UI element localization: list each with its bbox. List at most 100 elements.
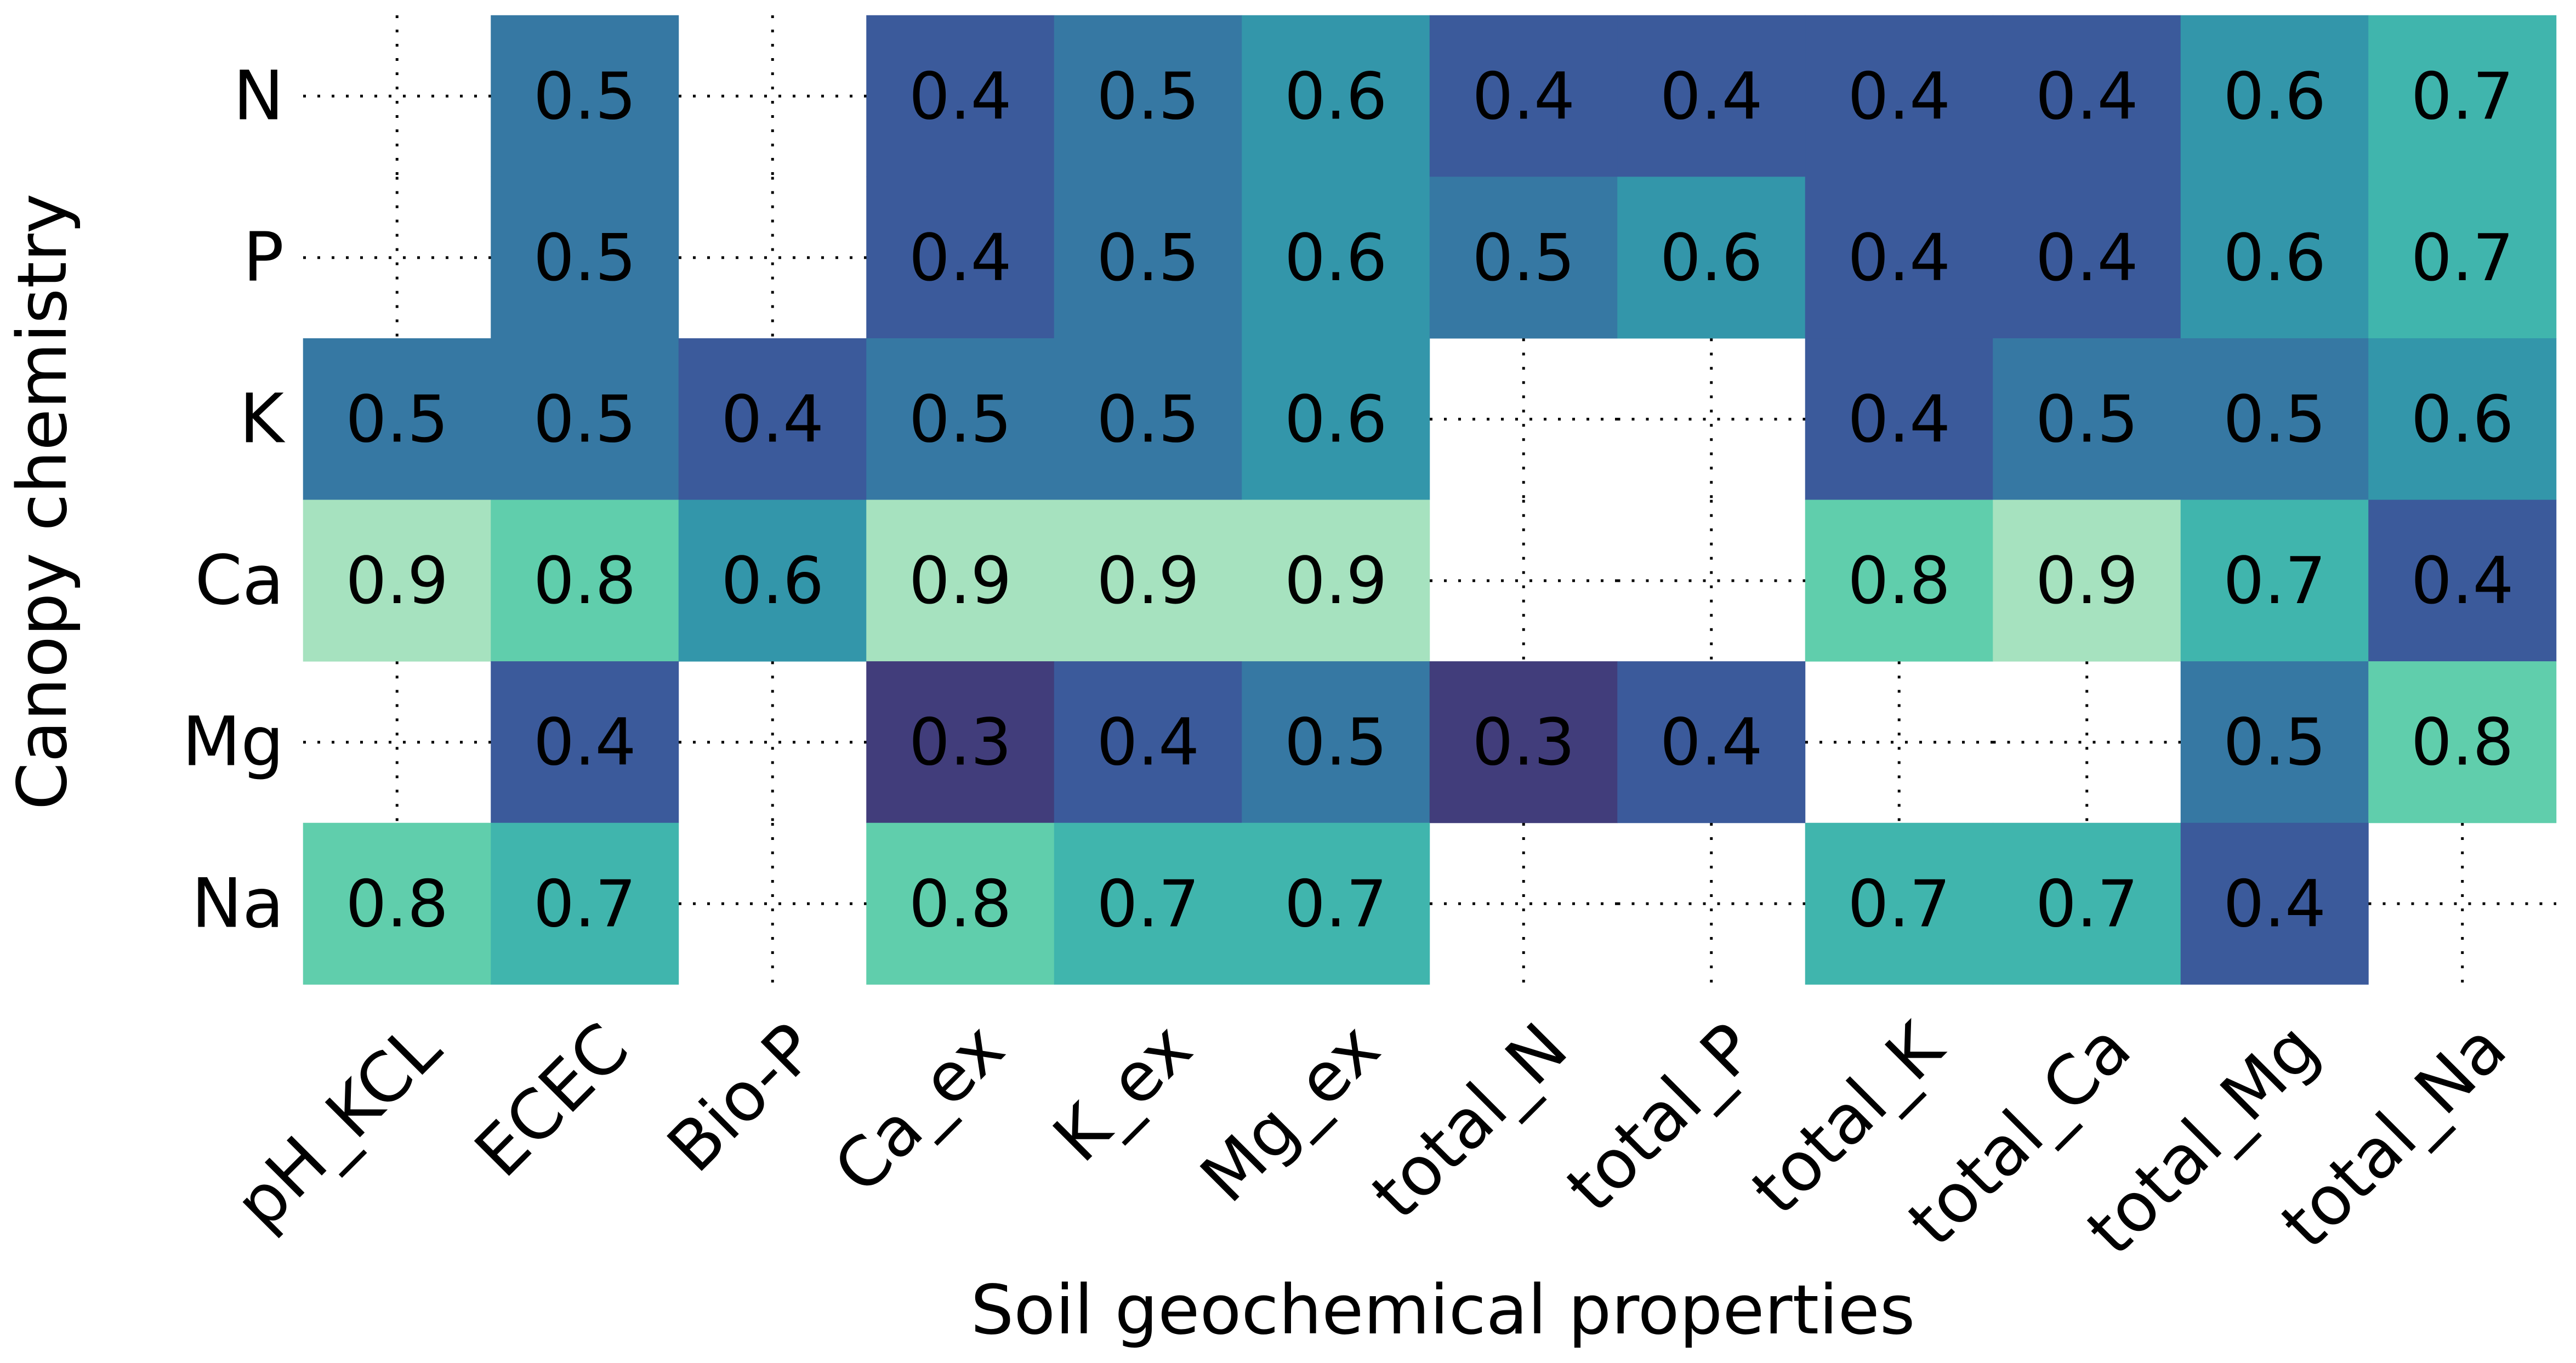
y-tick-label: Mg [182, 703, 284, 782]
y-tick-label: N [233, 56, 284, 135]
x-tick-label: Bio-P [653, 1008, 832, 1187]
heatmap-cell [678, 338, 867, 501]
heatmap-cell [491, 15, 679, 177]
heatmap-cell [2180, 661, 2369, 824]
heatmap-cell [1993, 499, 2181, 662]
cell-value-label: 0.7 [2411, 220, 2514, 296]
x-tick-labels: pH_KCL ECEC Bio-PCa_ex K_exMg_extotal_Ntota… [220, 1008, 2522, 1270]
cell-value-label: 0.5 [533, 382, 636, 457]
heatmap-cell [491, 177, 679, 339]
cell-value-label: 0.3 [1472, 705, 1575, 780]
cell-value-label: 0.8 [2411, 705, 2514, 780]
cell-value-label: 0.9 [2035, 543, 2139, 618]
cell-value-label: 0.9 [1096, 543, 1199, 618]
heatmap-cell [303, 822, 491, 985]
y-tick-labels: N P K Ca Mg Na [182, 56, 285, 943]
cell-value-label: 0.7 [2223, 543, 2326, 618]
cell-value-label: 0.6 [2223, 58, 2326, 134]
heatmap-cell [2368, 338, 2557, 501]
cell-value-label: 0.4 [1096, 705, 1199, 780]
cell-value-label: 0.8 [345, 866, 448, 941]
heatmap-cell [1429, 177, 1618, 339]
heatmap-cell [1054, 177, 1242, 339]
cell-value-label: 0.4 [909, 58, 1012, 134]
heatmap-cell [303, 338, 491, 501]
heatmap-cell [1242, 177, 1430, 339]
cell-value-label: 0.6 [2411, 382, 2514, 457]
heatmap-cell [866, 15, 1055, 177]
x-tick-label: total_P [1551, 1008, 1770, 1227]
cell-value-label: 0.8 [909, 866, 1012, 941]
heatmap-cells [303, 15, 2557, 985]
heatmap-cell [866, 822, 1055, 985]
cell-value-label: 0.4 [1847, 382, 1951, 457]
cell-value-label: 0.5 [1096, 382, 1199, 457]
cell-value-label: 0.9 [909, 543, 1012, 618]
heatmap-cell [1805, 499, 1993, 662]
heatmap-cell [1242, 338, 1430, 501]
heatmap-cell [1617, 661, 1806, 824]
heatmap-cell [1993, 338, 2181, 501]
heatmap-cell [678, 499, 867, 662]
x-tick-label: K_ex [1038, 1008, 1207, 1177]
x-tick-label: ECEC [460, 1008, 644, 1192]
cell-value-label: 0.6 [721, 543, 824, 618]
heatmap-cell [491, 338, 679, 501]
cell-value-label: 0.6 [2223, 220, 2326, 296]
cell-value-label: 0.8 [1847, 543, 1951, 618]
cell-value-label: 0.4 [1660, 58, 1763, 134]
heatmap-cell [1242, 661, 1430, 824]
y-tick-label: P [243, 218, 284, 297]
cell-value-label: 0.5 [2035, 382, 2139, 457]
cell-value-label: 0.4 [1847, 58, 1951, 134]
cell-value-label: 0.6 [1284, 382, 1387, 457]
cell-value-label: 0.4 [2411, 543, 2514, 618]
cell-value-label: 0.5 [1096, 220, 1199, 296]
cell-value-label: 0.7 [2411, 58, 2514, 134]
heatmap-cell [866, 499, 1055, 662]
heatmap-cell [1429, 15, 1618, 177]
x-tick-label: pH_KCL [220, 1008, 456, 1244]
cell-value-label: 0.5 [345, 382, 448, 457]
cell-value-label: 0.7 [1847, 866, 1951, 941]
cell-value-label: 0.3 [909, 705, 1012, 780]
cell-value-label: 0.4 [1847, 220, 1951, 296]
cell-value-label: 0.7 [1284, 866, 1387, 941]
cell-value-label: 0.4 [2035, 220, 2139, 296]
heatmap-cell [866, 177, 1055, 339]
heatmap-cell [2368, 15, 2557, 177]
heatmap-cell [1054, 499, 1242, 662]
cell-value-label: 0.5 [909, 382, 1012, 457]
heatmap-cell [303, 499, 491, 662]
y-axis-title: Canopy chemistry [3, 194, 82, 810]
cell-value-label: 0.5 [1284, 705, 1387, 780]
heatmap-cell [2368, 177, 2557, 339]
cell-value-label: 0.9 [345, 543, 448, 618]
heatmap-cell [2368, 499, 2557, 662]
x-axis-title: Soil geochemical properties [971, 1271, 1915, 1350]
heatmap-cell [2180, 822, 2369, 985]
y-tick-label: Na [191, 864, 284, 943]
heatmap-cell [1993, 177, 2181, 339]
cell-value-label: 0.5 [1472, 220, 1575, 296]
heatmap-cell [1054, 661, 1242, 824]
x-tick-label: Mg_ex [1186, 1008, 1395, 1217]
heatmap-cell [491, 822, 679, 985]
heatmap-cell [1993, 15, 2181, 177]
cell-value-label: 0.6 [1284, 58, 1387, 134]
cell-value-label: 0.5 [1096, 58, 1199, 134]
heatmap-cell [2180, 499, 2369, 662]
heatmap-cell [1429, 661, 1618, 824]
cell-value-label: 0.4 [1660, 705, 1763, 780]
heatmap-cell [1805, 822, 1993, 985]
heatmap-cell [1805, 338, 1993, 501]
cell-value-label: 0.4 [1472, 58, 1575, 134]
y-tick-label: Ca [195, 541, 284, 620]
heatmap-cell [1242, 499, 1430, 662]
heatmap-cell [1054, 15, 1242, 177]
cell-value-label: 0.4 [2223, 866, 2326, 941]
heatmap-cell [2180, 177, 2369, 339]
cell-value-label: 0.5 [533, 220, 636, 296]
heatmap-cell [1242, 822, 1430, 985]
